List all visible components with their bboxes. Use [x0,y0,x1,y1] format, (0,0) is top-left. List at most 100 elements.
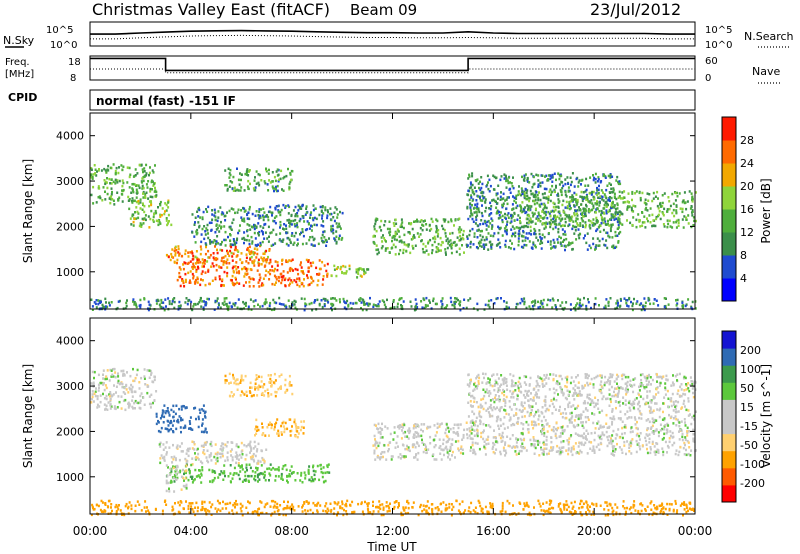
echo-cell [667,222,670,226]
echo-cell [666,208,669,211]
echo-cell [497,242,500,246]
echo-cell [590,208,593,212]
echo-cell [495,176,497,180]
echo-cell [136,368,139,372]
echo-cell [379,225,382,229]
echo-cell [216,235,219,238]
echo-cell [438,425,441,428]
echo-cell [191,463,194,466]
echo-cell [248,474,251,478]
echo-cell [521,299,524,303]
echo-cell [594,177,597,181]
echo-cell [226,187,229,191]
echo-cell [191,477,193,480]
echo-cell [415,453,417,457]
echo-cell [317,279,320,282]
echo-cell [361,298,364,301]
echo-cell [144,383,147,386]
echo-cell [145,163,148,167]
echo-cell [131,385,134,389]
echo-cell [668,200,671,203]
echo-cell [503,300,506,303]
echo-cell [660,205,662,208]
echo-cell [279,387,282,390]
echo-cell [543,235,546,239]
echo-cell [318,267,321,271]
echo-cell [428,299,431,302]
echo-cell [590,193,593,196]
echo-cell [576,209,579,212]
echo-cell [652,397,655,400]
echo-cell [580,190,583,194]
echo-cell [310,476,313,479]
echo-cell [502,435,505,439]
echo-cell [166,409,169,413]
echo-cell [280,431,283,434]
echo-cell [248,208,251,211]
echo-cell [213,308,216,311]
echo-cell [290,384,293,387]
echo-cell [178,305,181,308]
echo-cell [276,418,279,421]
echo-cell [551,306,554,309]
echo-cell [384,249,387,252]
echo-cell [336,267,338,271]
echo-cell [248,170,250,173]
echo-cell [518,389,520,392]
echo-cell [242,284,245,287]
echo-cell [686,200,689,203]
echo-cell [296,277,299,281]
echo-cell [475,199,478,202]
echo-cell [573,232,576,235]
echo-cell [610,213,613,216]
echo-cell [623,297,626,300]
echo-cell [288,186,291,190]
echo-cell [267,225,270,229]
echo-cell [422,450,425,454]
echo-cell [131,390,134,394]
echo-cell [585,193,588,197]
echo-cell [288,238,291,241]
echo-cell [487,248,490,251]
echo-cell [318,259,321,262]
echo-cell [508,176,510,179]
echo-cell [121,168,124,172]
echo-cell [681,207,684,211]
echo-cell [90,401,93,404]
echo-cell [331,297,334,300]
echo-cell [249,381,252,385]
echo-cell [498,399,501,403]
power-y-label: Slant Range [km] [21,159,35,263]
echo-cell [439,236,442,240]
echo-cell [229,472,232,475]
echo-cell [561,301,564,304]
echo-cell [527,205,530,208]
echo-cell [208,454,211,457]
echo-cell [206,449,209,452]
echo-cell [223,225,226,228]
echo-cell [571,172,574,175]
echo-cell [613,218,616,221]
echo-cell [148,303,151,306]
echo-cell [451,231,454,235]
echo-cell [184,278,187,282]
echo-cell [326,262,329,266]
echo-cell [410,305,413,308]
echo-cell [380,456,383,459]
echo-cell [94,390,97,393]
echo-cell [178,271,181,275]
echo-cell [240,216,243,219]
echo-cell [564,396,567,400]
echo-cell [335,222,338,225]
echo-cell [639,196,642,200]
echo-cell [264,434,267,437]
echo-cell [617,226,620,229]
echo-cell [229,381,232,384]
echo-cell [547,240,550,243]
echo-cell [505,198,508,201]
echo-cell [435,226,438,229]
echo-cell [603,203,606,207]
echo-cell [479,196,481,200]
echo-cell [92,383,95,386]
echo-cell [142,176,145,179]
